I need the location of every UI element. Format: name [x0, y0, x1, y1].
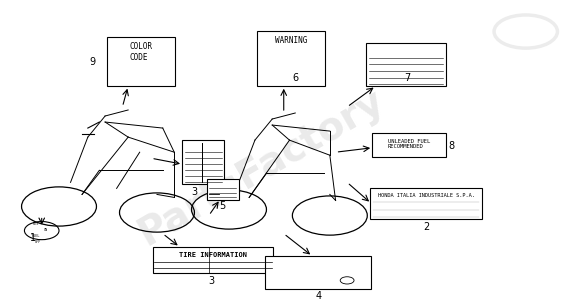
Text: TIRE INFORMATION: TIRE INFORMATION	[179, 252, 247, 258]
FancyBboxPatch shape	[370, 188, 482, 219]
Text: 1: 1	[30, 233, 36, 243]
Text: FUEL: FUEL	[31, 234, 40, 238]
Text: 3: 3	[192, 187, 197, 197]
Text: 7: 7	[405, 73, 411, 83]
Text: PartsFactory: PartsFactory	[131, 81, 390, 253]
FancyBboxPatch shape	[256, 31, 325, 86]
FancyBboxPatch shape	[182, 139, 225, 185]
Text: 6: 6	[292, 73, 298, 83]
Text: 3: 3	[208, 276, 215, 286]
FancyBboxPatch shape	[153, 247, 273, 274]
Text: COLOR
CODE: COLOR CODE	[130, 42, 153, 62]
FancyBboxPatch shape	[372, 134, 446, 157]
FancyBboxPatch shape	[107, 37, 175, 86]
Text: 5: 5	[219, 201, 226, 211]
Text: WARNING: WARNING	[275, 36, 307, 45]
Text: OFF: OFF	[35, 240, 41, 244]
Text: RES: RES	[33, 222, 39, 226]
Text: UNLEADED FUEL
RECOMMENDED: UNLEADED FUEL RECOMMENDED	[388, 139, 430, 149]
FancyBboxPatch shape	[207, 179, 239, 199]
Text: 4: 4	[315, 291, 321, 301]
Text: 2: 2	[423, 221, 429, 231]
Text: 8: 8	[448, 141, 454, 151]
Text: 9: 9	[89, 57, 96, 67]
FancyBboxPatch shape	[265, 256, 371, 289]
FancyBboxPatch shape	[366, 43, 446, 86]
Text: HONDA ITALIA INDUSTRIALE S.P.A.: HONDA ITALIA INDUSTRIALE S.P.A.	[378, 193, 475, 198]
Text: ON: ON	[43, 228, 47, 231]
